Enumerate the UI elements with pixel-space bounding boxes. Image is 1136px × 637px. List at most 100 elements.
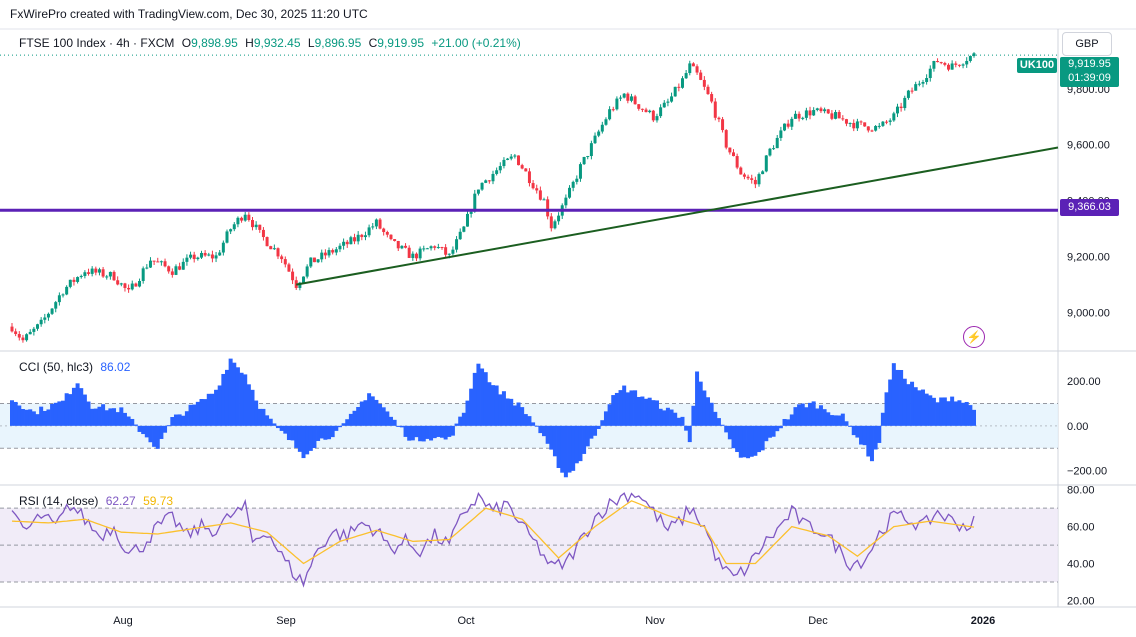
cci-bar	[644, 398, 649, 426]
candle-body	[673, 86, 677, 97]
cci-bar	[414, 425, 419, 438]
candle-body	[455, 239, 459, 250]
candle-body	[265, 237, 269, 247]
cci-bar	[432, 425, 437, 439]
candle-body	[662, 102, 666, 108]
candle-body	[932, 61, 936, 69]
cci-bar	[13, 401, 18, 426]
candle-body	[943, 63, 947, 65]
candle-body	[742, 174, 746, 177]
cci-bar	[600, 420, 605, 426]
candle-body	[221, 242, 225, 253]
candle-body	[793, 113, 797, 119]
candle-body	[243, 214, 247, 221]
candle-body	[407, 247, 411, 258]
cci-bar	[279, 425, 284, 431]
candle-body	[688, 63, 692, 74]
candle-body	[666, 101, 670, 103]
horizontal-level-tag: 9,366.03	[1060, 199, 1119, 216]
candle-body	[680, 78, 684, 88]
symbol-label[interactable]: FTSE 100 Index · 4h · FXCM	[19, 36, 175, 50]
cci-bar	[895, 369, 900, 426]
cci-bar	[782, 418, 787, 426]
candle-body	[163, 261, 167, 267]
candle-body	[138, 280, 142, 287]
price-tick-label: 9,000.00	[1067, 308, 1110, 320]
cci-bar	[265, 415, 270, 426]
cci-bar	[53, 402, 58, 426]
cci-bar	[848, 425, 853, 427]
candle-body	[236, 217, 240, 225]
cci-bar	[487, 382, 492, 426]
cci-bar	[388, 416, 393, 426]
candle-body	[604, 119, 608, 125]
candle-body	[575, 178, 579, 182]
cci-bar	[480, 368, 485, 426]
cci-bar	[942, 397, 947, 426]
cci-bar	[556, 425, 561, 468]
bar-countdown: 01:39:09	[1068, 72, 1111, 84]
candle-body	[338, 245, 342, 250]
cci-bar	[636, 396, 641, 426]
candle-body	[181, 261, 185, 270]
cci-bar	[585, 425, 590, 447]
cci-bar	[873, 425, 878, 450]
candle-body	[881, 121, 885, 126]
candle-body	[276, 248, 280, 257]
candle-body	[87, 272, 91, 274]
cci-bar	[607, 404, 612, 426]
candle-body	[564, 197, 568, 206]
cci-bar	[10, 400, 14, 426]
cci-bar	[206, 393, 211, 426]
candle-body	[779, 130, 783, 138]
cci-bar	[531, 422, 536, 426]
candle-body	[134, 283, 138, 287]
cci-bar	[910, 381, 915, 426]
cci-bar	[312, 425, 317, 449]
candle-body	[433, 246, 437, 248]
cci-bar	[855, 425, 860, 438]
cci-bar	[308, 425, 313, 451]
candle-body	[732, 152, 735, 157]
cci-bar	[439, 425, 444, 438]
cci-bar	[192, 404, 197, 426]
candle-body	[753, 179, 757, 185]
cci-bar	[789, 414, 794, 426]
candle-body	[509, 156, 513, 159]
cci-bar	[356, 407, 361, 426]
cci-bar	[90, 408, 95, 426]
currency-button[interactable]: GBP	[1062, 32, 1112, 56]
candle-body	[946, 64, 950, 70]
cci-bar	[115, 412, 120, 426]
cci-legend[interactable]: CCI (50, hlc3) 86.02	[19, 360, 134, 374]
cci-bar	[458, 416, 463, 426]
candle-body	[291, 271, 295, 281]
cci-bar	[698, 381, 703, 426]
rsi-legend[interactable]: RSI (14, close) 62.27 59.73	[19, 494, 177, 508]
cci-bar	[705, 397, 710, 426]
lightning-icon[interactable]: ⚡	[963, 326, 985, 348]
cci-bar	[651, 400, 656, 426]
candle-body	[870, 130, 874, 132]
candle-body	[633, 96, 637, 105]
rsi-tick-label: 40.00	[1067, 559, 1095, 571]
cci-bar	[61, 400, 66, 426]
cci-bar	[899, 369, 904, 426]
cci-bar	[148, 425, 153, 443]
cci-bar	[112, 408, 117, 426]
cci-bar	[808, 402, 813, 426]
candle-body	[280, 256, 284, 260]
candle-body	[764, 155, 768, 172]
candle-body	[629, 96, 633, 101]
cci-bar	[367, 393, 372, 426]
cci-bar	[545, 425, 550, 444]
cci-bar	[603, 411, 608, 426]
candle-body	[203, 252, 207, 256]
candle-body	[921, 82, 925, 84]
cci-bar	[450, 425, 455, 436]
cci-bar	[396, 425, 401, 427]
candle-body	[174, 266, 178, 275]
candle-body	[954, 63, 958, 65]
cci-bar	[46, 409, 51, 426]
